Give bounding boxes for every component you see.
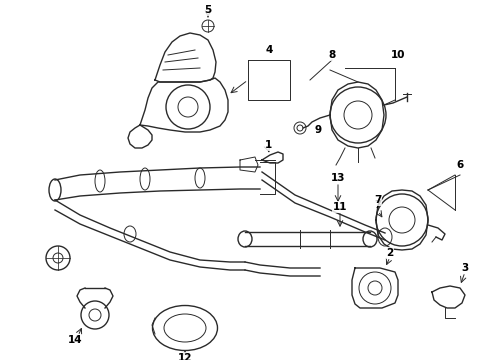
Text: 13: 13	[331, 173, 345, 183]
Text: 10: 10	[391, 50, 405, 60]
Text: 9: 9	[315, 125, 321, 135]
Text: 13: 13	[331, 173, 345, 183]
Text: 12: 12	[178, 353, 192, 360]
Text: 5: 5	[204, 5, 212, 15]
Text: 5: 5	[205, 5, 211, 15]
Text: 8: 8	[328, 50, 336, 60]
Text: 3: 3	[462, 263, 468, 273]
Text: 4: 4	[266, 45, 272, 55]
Text: 6: 6	[457, 160, 464, 170]
Text: 4: 4	[265, 45, 273, 55]
Text: 6: 6	[456, 160, 464, 170]
Text: 11: 11	[333, 202, 347, 212]
Text: 9: 9	[315, 125, 321, 135]
Text: 14: 14	[68, 335, 82, 345]
Text: 8: 8	[329, 50, 336, 60]
Text: 1: 1	[265, 140, 271, 150]
Text: 2: 2	[387, 248, 393, 258]
Text: 12: 12	[178, 353, 192, 360]
Text: 14: 14	[68, 335, 82, 345]
Text: 7: 7	[375, 200, 381, 210]
Text: 7: 7	[374, 195, 382, 205]
Text: 10: 10	[391, 50, 405, 60]
Text: 11: 11	[333, 202, 347, 212]
Text: 3: 3	[462, 263, 468, 273]
Text: 2: 2	[387, 248, 393, 258]
Text: 1: 1	[265, 140, 271, 150]
